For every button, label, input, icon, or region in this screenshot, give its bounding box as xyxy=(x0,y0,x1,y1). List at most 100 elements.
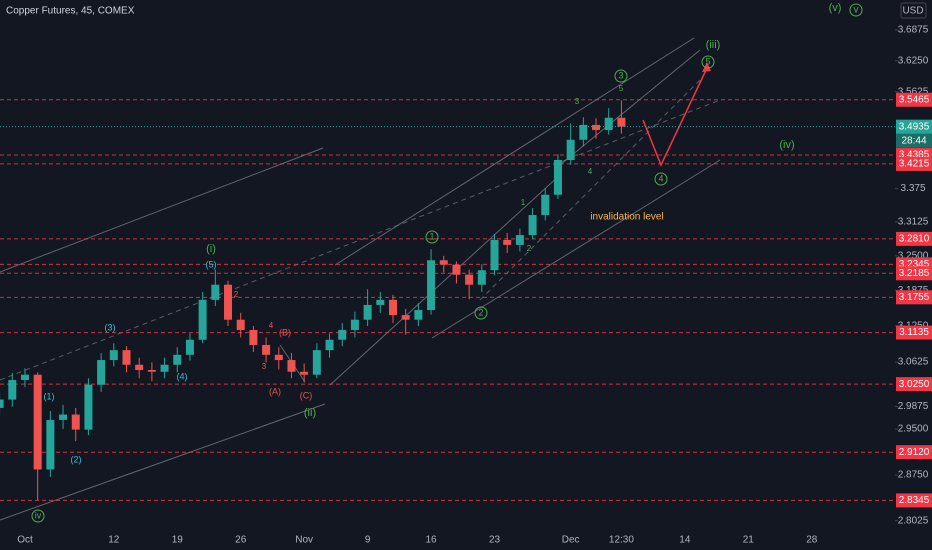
candle-body xyxy=(198,299,207,340)
annotation-circle xyxy=(31,509,45,523)
wave-label: 4 xyxy=(658,173,663,183)
wave-label: (C) xyxy=(300,390,313,400)
y-tick-label: 2.8025 xyxy=(898,515,929,526)
x-tick-label: 23 xyxy=(489,535,501,546)
wave-label: invalidation level xyxy=(590,212,663,223)
y-tick-label: 3.375 xyxy=(900,183,925,194)
trend-line-dashed xyxy=(0,99,721,381)
trend-line xyxy=(431,159,721,339)
wave-label: 5 xyxy=(705,56,710,66)
candle-body xyxy=(452,264,461,275)
trend-line xyxy=(329,174,561,386)
price-line-label: 2.8345 xyxy=(899,495,930,506)
candle-body xyxy=(350,319,359,330)
arrow-head xyxy=(702,62,711,72)
candle-body xyxy=(122,350,131,365)
price-line-label: 3.1755 xyxy=(899,292,930,303)
candle-body xyxy=(604,117,613,131)
x-tick-label: 21 xyxy=(743,535,755,546)
candle-body xyxy=(33,374,42,470)
candle-body xyxy=(0,399,4,408)
wave-label: 4 xyxy=(588,167,593,176)
candle-body xyxy=(173,354,182,365)
x-tick-label: 26 xyxy=(235,535,247,546)
countdown-box xyxy=(896,133,932,148)
wave-label: (1) xyxy=(44,391,55,401)
candle-body xyxy=(579,124,588,140)
price-line-box xyxy=(896,92,932,107)
price-line-box xyxy=(896,156,932,171)
candle-body xyxy=(109,350,118,361)
wave-label: (2) xyxy=(71,454,82,464)
wave-label: (4) xyxy=(177,371,188,381)
x-tick-label: Nov xyxy=(295,535,313,546)
candle-body xyxy=(262,344,271,355)
annotation-circle xyxy=(614,69,628,83)
x-tick-label: 9 xyxy=(365,535,371,546)
last-price-label: 3.4935 xyxy=(899,121,930,132)
y-tick-label: 3.5625 xyxy=(898,86,929,97)
wave-label: (A) xyxy=(269,386,281,396)
candle-body xyxy=(71,414,80,430)
trend-line xyxy=(0,403,326,521)
wave-label: 3 xyxy=(618,70,623,80)
wave-label: 1 xyxy=(429,231,434,241)
wave-label: 1 xyxy=(521,198,526,207)
chart-title: Copper Futures, 45, COMEX xyxy=(6,6,135,17)
candle-body xyxy=(439,260,448,265)
wave-label: (v) xyxy=(829,2,842,14)
price-line-label: 3.0250 xyxy=(899,379,930,390)
candle-body xyxy=(46,419,55,470)
candle-body xyxy=(97,360,106,385)
x-tick-label: Dec xyxy=(562,535,580,546)
candle-body xyxy=(414,310,423,320)
price-line-label: 3.4215 xyxy=(899,159,930,170)
wave-label: (3) xyxy=(105,322,116,332)
candle-body xyxy=(249,329,258,345)
x-tick-label: 12:30 xyxy=(609,535,634,546)
price-line-box xyxy=(896,445,932,460)
candle-body xyxy=(477,270,486,285)
candle-body xyxy=(224,284,233,320)
candle-body xyxy=(363,304,372,320)
projection-arrow xyxy=(642,67,708,167)
wave-label: iv xyxy=(35,510,42,520)
candle-body xyxy=(592,124,601,131)
y-tick-label: 3.0625 xyxy=(898,357,929,368)
wave-label: 2 xyxy=(234,290,239,299)
candle-body xyxy=(20,374,29,380)
candle-body xyxy=(135,364,144,370)
y-tick-label: 3.2500 xyxy=(898,250,929,261)
candle-body xyxy=(541,194,550,216)
candle-body xyxy=(59,414,68,420)
currency-label: USD xyxy=(902,6,923,17)
trend-line-dashed xyxy=(479,79,701,301)
wave-label: 3 xyxy=(262,362,267,371)
x-tick-label: 14 xyxy=(679,535,691,546)
trend-line xyxy=(0,147,324,273)
wave-label: (iii) xyxy=(706,39,721,51)
annotation-circle xyxy=(474,306,488,320)
price-line-box xyxy=(896,377,932,392)
price-line-box xyxy=(896,266,932,281)
trend-line xyxy=(334,37,695,266)
candle-body xyxy=(8,379,17,400)
candle-body xyxy=(147,369,156,372)
y-tick-label: 2.9500 xyxy=(898,424,929,435)
trend-lines xyxy=(0,37,721,521)
wave-label: (5) xyxy=(206,259,217,269)
wave-label: 5 xyxy=(619,84,624,93)
price-line-label: 3.2185 xyxy=(899,268,930,279)
price-line-label: 3.2345 xyxy=(899,259,930,270)
countdown-label: 28:44 xyxy=(901,135,926,146)
y-tick-label: 3.6875 xyxy=(898,25,929,36)
candle-body xyxy=(617,117,626,127)
price-line-box xyxy=(896,231,932,246)
candle-body xyxy=(325,339,334,351)
wave-label: (B) xyxy=(279,327,291,337)
wave-label: 4 xyxy=(269,321,274,330)
wave-label: (ii) xyxy=(304,407,316,419)
candle-body xyxy=(401,315,410,320)
candle-body xyxy=(312,350,321,375)
